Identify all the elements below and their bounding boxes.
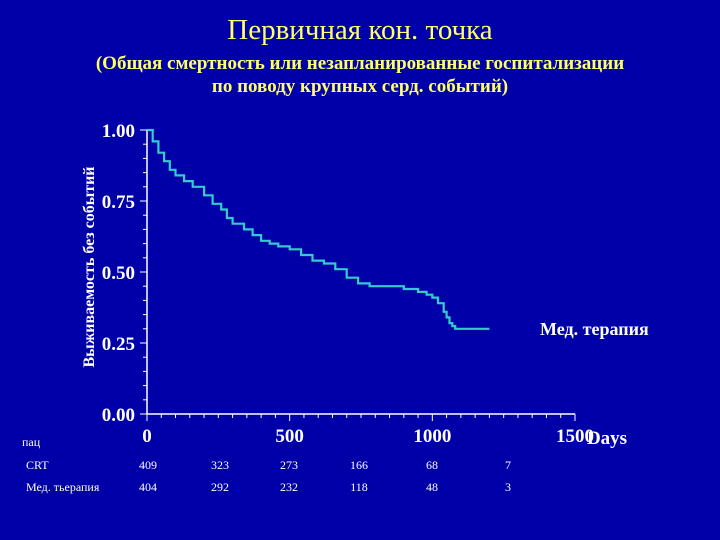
risk-cell: 292 <box>211 480 229 494</box>
risk-row-label: Мед. тьерапия <box>26 480 100 494</box>
risk-cell: 409 <box>139 458 157 472</box>
risk-cell: 404 <box>139 480 157 494</box>
x-tick-label: 0 <box>142 426 152 447</box>
series-line <box>147 128 490 330</box>
x-tick-label: 500 <box>275 426 304 447</box>
y-tick-label: 0.00 <box>102 405 135 426</box>
risk-cell: 48 <box>426 480 438 494</box>
risk-cell: 118 <box>350 480 368 494</box>
subtitle-line-2: по поводу крупных серд. событий) <box>211 76 509 97</box>
y-tick-label: 1.00 <box>102 121 135 142</box>
risk-row-label: CRT <box>26 458 49 472</box>
risk-cell: 7 <box>505 458 511 472</box>
y-tick-label: 0.50 <box>102 263 135 284</box>
risk-cell: 232 <box>280 480 298 494</box>
x-tick-label: 1000 <box>413 426 451 447</box>
risk-cell: 166 <box>350 458 368 472</box>
risk-table-header: пац <box>22 435 41 449</box>
risk-cell: 323 <box>211 458 229 472</box>
risk-cell: 273 <box>280 458 298 472</box>
y-tick-label: 0.75 <box>102 192 135 213</box>
x-tick-label: 1500 <box>556 426 594 447</box>
subtitle-line-1: (Общая смертность или незапланированные … <box>95 53 625 74</box>
y-tick-label: 0.25 <box>102 334 135 355</box>
series-label: Мед. терапия <box>540 319 649 339</box>
chart-title: Первичная кон. точка <box>227 14 493 46</box>
x-axis-label: Days <box>587 428 627 449</box>
chart-subtitle: (Общая смертность или незапланированные … <box>0 52 720 98</box>
risk-cell: 68 <box>426 458 438 472</box>
risk-cell: 3 <box>505 480 511 494</box>
y-axis-label: Выживаемость без событий <box>81 166 98 367</box>
